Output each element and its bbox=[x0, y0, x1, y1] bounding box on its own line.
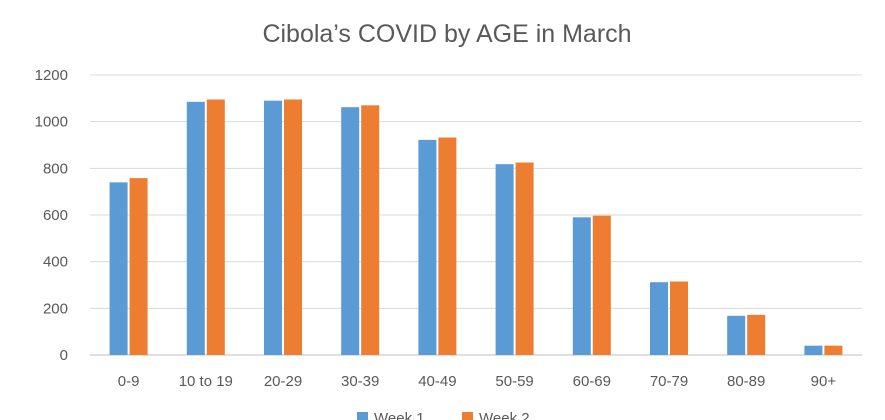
bar-week-2-4 bbox=[438, 137, 457, 355]
legend-swatch-week-2 bbox=[462, 412, 473, 420]
bar-week-2-9 bbox=[824, 345, 843, 355]
bar-week-2-8 bbox=[747, 314, 766, 355]
y-tick-label: 0 bbox=[60, 347, 68, 364]
bar-week-1-0 bbox=[109, 182, 128, 355]
bar-week-2-5 bbox=[515, 162, 534, 355]
x-tick-label: 40-49 bbox=[418, 373, 456, 390]
bar-week-2-2 bbox=[284, 99, 302, 355]
bar-week-2-1 bbox=[206, 99, 225, 355]
legend-swatch-week-1 bbox=[357, 412, 368, 420]
bar-week-2-7 bbox=[670, 281, 688, 355]
x-tick-label: 0-9 bbox=[118, 373, 140, 390]
x-tick-label: 60-69 bbox=[573, 373, 611, 390]
bar-week-2-6 bbox=[592, 215, 611, 355]
bar-week-1-1 bbox=[186, 101, 205, 355]
bar-week-1-7 bbox=[650, 282, 668, 355]
x-axis-ticks: 0-9 10 to 19 20-29 30-39 40-49 50-59 60-69 70-7… bbox=[118, 373, 837, 390]
y-tick-label: 200 bbox=[43, 300, 68, 317]
y-tick-label: 600 bbox=[43, 207, 68, 224]
bar-week-1-8 bbox=[727, 315, 746, 355]
y-axis-ticks: 0 200 400 600 800 1000 1200 bbox=[35, 67, 68, 364]
y-tick-label: 800 bbox=[43, 160, 68, 177]
chart-title: Cibola’s COVID by AGE in March bbox=[262, 20, 631, 48]
bars bbox=[109, 99, 843, 356]
bar-week-1-9 bbox=[804, 345, 823, 355]
bar-week-1-2 bbox=[264, 100, 282, 356]
legend-label: Week 2 bbox=[479, 410, 530, 420]
bar-week-2-0 bbox=[129, 178, 148, 355]
y-tick-label: 1200 bbox=[35, 67, 68, 84]
legend-label: Week 1 bbox=[374, 410, 425, 420]
x-tick-label: 10 to 19 bbox=[179, 373, 233, 390]
bar-week-2-3 bbox=[361, 105, 380, 355]
x-tick-label: 80-89 bbox=[727, 373, 765, 390]
gridlines bbox=[90, 74, 862, 356]
x-tick-label: 70-79 bbox=[650, 373, 688, 390]
y-tick-label: 1000 bbox=[35, 114, 68, 131]
x-tick-label: 90+ bbox=[811, 373, 837, 390]
bar-week-1-4 bbox=[418, 139, 437, 355]
x-tick-label: 20-29 bbox=[264, 373, 302, 390]
bar-week-1-6 bbox=[572, 217, 591, 355]
x-tick-label: 30-39 bbox=[341, 373, 379, 390]
x-tick-label: 50-59 bbox=[495, 373, 533, 390]
bar-week-1-3 bbox=[341, 107, 360, 355]
bar-week-1-5 bbox=[495, 164, 514, 355]
y-tick-label: 400 bbox=[43, 254, 68, 271]
legend: Week 1 Week 2 bbox=[357, 410, 530, 420]
